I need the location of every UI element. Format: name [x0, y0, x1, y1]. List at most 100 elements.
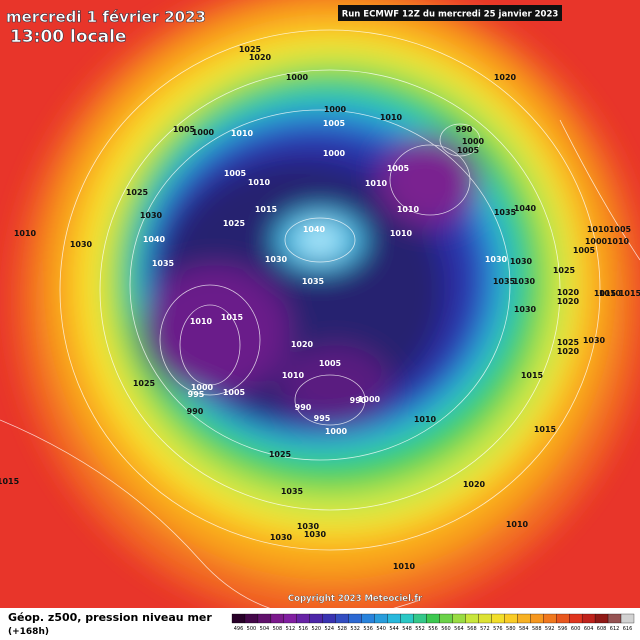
- isobar-label: 1030: [270, 533, 293, 542]
- colorbar-swatch: [296, 613, 310, 624]
- isobar-label: 1000: [324, 105, 347, 114]
- run-info: Run ECMWF 12Z du mercredi 25 janvier 202…: [342, 10, 559, 20]
- colorbar-tick-label: 552: [415, 626, 425, 632]
- isobar-label: 1000: [323, 149, 346, 158]
- isobar-label: 1030: [265, 255, 288, 264]
- colorbar-tick-label: 504: [260, 626, 270, 632]
- copyright: Copyright 2023 Meteociel.fr: [288, 594, 423, 604]
- colorbar-tick-label: 516: [299, 626, 309, 632]
- colorbar-swatch: [607, 613, 622, 624]
- isobar-label: 1015: [521, 371, 544, 380]
- isobar-label: 1030: [510, 257, 533, 266]
- footer-title: Géop. z500, pression niveau mer: [8, 611, 212, 624]
- colorbar-tick-label: 588: [532, 626, 542, 632]
- isobar-label: 1020: [557, 297, 580, 306]
- run-box: [338, 5, 562, 21]
- isobar-label: 1015: [594, 289, 617, 298]
- map-date: mercredi 1 février 2023: [6, 8, 206, 26]
- isobar-label: 1030: [514, 305, 537, 314]
- isobar-label: 1010: [414, 415, 437, 424]
- isobar-label: 1015: [534, 425, 557, 434]
- colorbar-tick-label: 612: [610, 626, 620, 632]
- colorbar-tick-label: 536: [363, 626, 373, 632]
- isobar-label: 1010: [506, 520, 529, 529]
- map: 1025 1020 1000 1020 1000 1010 1005 990 1005 1000 1…: [0, 0, 640, 608]
- colorbar-swatch: [400, 613, 414, 624]
- isobar-label: 1010: [14, 229, 37, 238]
- colorbar-swatch: [270, 613, 285, 624]
- colorbar-tick-label: 584: [519, 626, 529, 632]
- colorbar-swatch: [283, 613, 297, 624]
- isobar-label: 1030: [304, 530, 327, 539]
- isobar-label: 990: [456, 125, 473, 134]
- isobar-label: 1040: [143, 235, 166, 244]
- isobar-label: 1005: [387, 164, 410, 173]
- colorbar-swatch: [517, 613, 531, 624]
- isobar-label: 1035: [281, 487, 304, 496]
- colorbar-tick-label: 608: [597, 626, 607, 632]
- isobar-label: 1000: [286, 73, 309, 82]
- isobar-label: 1035: [302, 277, 325, 286]
- isobar-label: 1005: [609, 225, 632, 234]
- isobar-label: 1010: [390, 229, 413, 238]
- isobar-label: 1010: [282, 371, 305, 380]
- isobar-label: 1005: [223, 388, 246, 397]
- isobar-label: 1025: [239, 45, 262, 54]
- colorbar-tick-label: 548: [402, 626, 412, 632]
- colorbar-swatch: [322, 613, 336, 624]
- isobar-label: 1030: [297, 522, 320, 531]
- colorbar-tick-label: 532: [350, 626, 360, 632]
- colorbar-swatch: [374, 613, 388, 624]
- colorbar-swatch: [257, 613, 272, 624]
- colorbar-swatch: [309, 613, 323, 624]
- isobar-label: 1000: [462, 137, 485, 146]
- colorbar-swatch: [452, 613, 466, 624]
- colorbar-tick-label: 560: [441, 626, 451, 632]
- isobar-label: 1015: [255, 205, 278, 214]
- isobar-label: 1030: [513, 277, 536, 286]
- colorbar-swatch: [543, 613, 557, 624]
- colorbar-tick-label: 508: [273, 626, 283, 632]
- isobar-label: 1035: [493, 277, 516, 286]
- isobar-label: 1005: [573, 246, 596, 255]
- colorbar-swatch: [556, 613, 570, 624]
- colorbar-tick-label: 596: [558, 626, 568, 632]
- colorbar-swatch: [439, 613, 453, 624]
- isobar-label: 990: [187, 407, 204, 416]
- colorbar-swatch: [478, 613, 492, 624]
- colorbar-swatch: [361, 613, 375, 624]
- isobar-label: 1030: [140, 211, 163, 220]
- colorbar-swatch: [465, 613, 479, 624]
- colorbar-tick-label: 512: [286, 626, 296, 632]
- isobar-label: 1010: [248, 178, 271, 187]
- isobar-label: 990: [295, 403, 312, 412]
- isobar-label: 990: [350, 396, 367, 405]
- colorbar-swatch: [620, 613, 635, 624]
- isobar-label: 1025: [553, 266, 576, 275]
- colorbar-swatch: [244, 613, 259, 624]
- isobar-label: 1025: [126, 188, 149, 197]
- colorbar-swatch: [530, 613, 544, 624]
- colorbar-tick-label: 564: [454, 626, 464, 632]
- isobar-label: 1005: [319, 359, 342, 368]
- colorbar-tick-label: 528: [337, 626, 347, 632]
- isobar-label: 1040: [514, 204, 537, 213]
- isobar-label: 1010: [231, 129, 254, 138]
- colorbar-swatch: [387, 613, 401, 624]
- isobar-label: 1030: [70, 240, 93, 249]
- colorbar-tick-label: 520: [312, 626, 322, 632]
- colorbar-tick-label: 524: [324, 626, 334, 632]
- colorbar-tick-label: 576: [493, 626, 503, 632]
- colorbar-tick-label: 540: [376, 626, 386, 632]
- isobar-label: 1020: [557, 288, 580, 297]
- isobar-label: 1010: [607, 237, 630, 246]
- colorbar-tick-label: 600: [571, 626, 581, 632]
- colorbar-swatch: [504, 613, 518, 624]
- colorbar-tick-label: 556: [428, 626, 438, 632]
- isobar-label: 1010: [599, 289, 622, 298]
- colorbar-swatch: [335, 613, 349, 624]
- isobar-label: 1020: [494, 73, 517, 82]
- isobar-label: 1040: [303, 225, 326, 234]
- colorbar-swatch: [594, 613, 609, 624]
